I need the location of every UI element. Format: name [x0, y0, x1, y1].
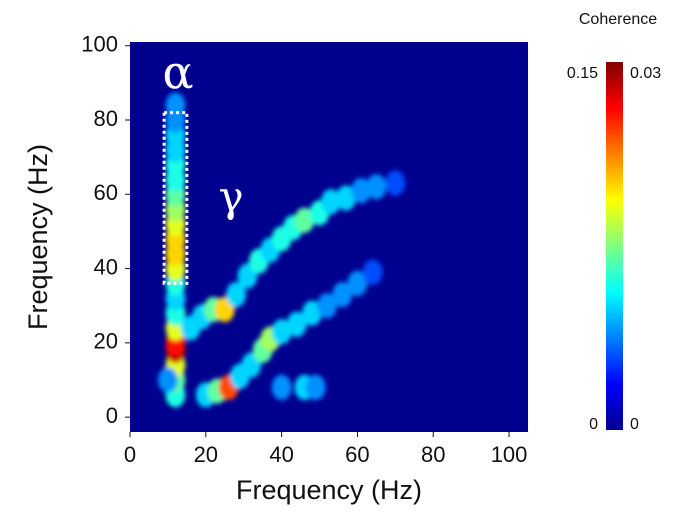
x-axis-label: Frequency (Hz) [236, 475, 422, 505]
x-tick-label: 60 [345, 442, 369, 467]
colorbar-left-label: 0 [589, 416, 598, 433]
heatmap-cell [294, 207, 315, 233]
heatmap-cell [158, 367, 178, 393]
heatmap-cell [286, 311, 307, 337]
heatmap-cell [302, 300, 322, 326]
heatmap-cell [271, 374, 292, 401]
colorbar-title: Coherence [579, 11, 657, 28]
heatmap-cell [321, 189, 341, 215]
heatmap-cells [158, 92, 406, 408]
y-tick-label: 40 [94, 254, 118, 279]
heatmap-cell [332, 281, 353, 308]
y-tick-label: 60 [94, 180, 118, 205]
x-tick-label: 100 [491, 442, 528, 467]
heatmap-cell [336, 185, 356, 211]
heatmap-cell [305, 374, 326, 401]
heatmap-cell [347, 270, 368, 297]
x-tick-label: 0 [124, 442, 136, 467]
y-tick-label: 0 [106, 403, 118, 428]
colorbar-right-label: 0 [630, 416, 639, 433]
y-tick-label: 100 [81, 32, 118, 57]
plot-area [130, 42, 528, 432]
y-tick-label: 80 [94, 106, 118, 131]
x-tick-label: 40 [269, 442, 293, 467]
heatmap-cell [226, 281, 246, 308]
x-tick-label: 80 [421, 442, 445, 467]
heatmap-cell [362, 259, 383, 285]
heatmap-cell [385, 170, 406, 196]
y-tick-label: 20 [94, 329, 118, 354]
colorbar [606, 62, 623, 430]
colorbar-right-label: 0.03 [630, 65, 661, 82]
heatmap-cell [366, 174, 387, 200]
colorbar-left-label: 0.15 [567, 65, 598, 82]
x-tick-label: 20 [194, 442, 218, 467]
y-axis-label: Frequency (Hz) [23, 144, 53, 330]
alpha-annotation: α [162, 45, 193, 99]
heatmap-cell [271, 319, 292, 345]
heatmap-cell [351, 177, 372, 204]
highlight-box [162, 111, 189, 285]
gamma-annotation: γ [218, 172, 243, 221]
heatmap-cell [317, 293, 337, 319]
